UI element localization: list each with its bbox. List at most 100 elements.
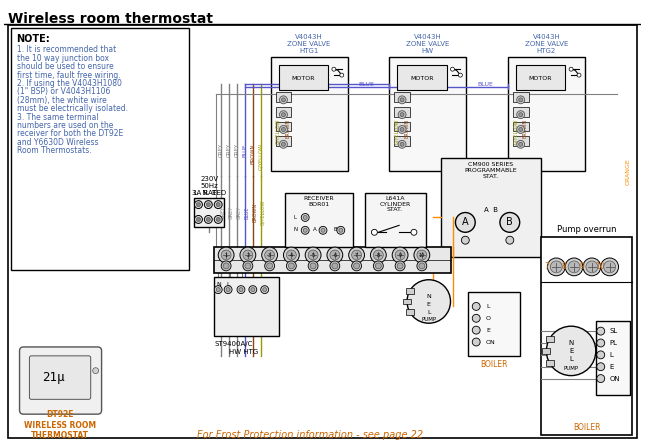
Text: V4043H
ZONE VALVE
HW: V4043H ZONE VALVE HW xyxy=(406,34,450,55)
Circle shape xyxy=(224,286,232,294)
Text: PUMP: PUMP xyxy=(421,317,436,322)
Circle shape xyxy=(550,261,562,273)
Text: ORANGE: ORANGE xyxy=(626,158,631,185)
Bar xyxy=(275,107,292,117)
Circle shape xyxy=(419,263,425,269)
Circle shape xyxy=(352,250,362,260)
Circle shape xyxy=(600,258,619,276)
Circle shape xyxy=(330,261,340,271)
Text: L641A
CYLINDER
STAT.: L641A CYLINDER STAT. xyxy=(379,196,411,212)
FancyBboxPatch shape xyxy=(19,347,101,414)
Text: G/YELLOW: G/YELLOW xyxy=(275,118,281,144)
Text: HW HTG: HW HTG xyxy=(229,349,259,355)
Text: G/YELLOW: G/YELLOW xyxy=(258,143,263,170)
Text: 3: 3 xyxy=(268,253,271,257)
Circle shape xyxy=(206,202,210,207)
Text: GREY: GREY xyxy=(226,143,232,157)
Text: DT92E
WIRELESS ROOM
THERMOSTAT: DT92E WIRELESS ROOM THERMOSTAT xyxy=(24,410,96,440)
Text: first time, fault free wiring.: first time, fault free wiring. xyxy=(17,71,120,80)
Circle shape xyxy=(245,263,251,269)
Text: RECEIVER
BOR01: RECEIVER BOR01 xyxy=(304,196,334,207)
Bar xyxy=(546,360,553,366)
Bar xyxy=(195,198,224,228)
Bar xyxy=(513,107,529,117)
Circle shape xyxy=(243,250,253,260)
Text: Wireless room thermostat: Wireless room thermostat xyxy=(8,12,213,26)
Circle shape xyxy=(517,111,524,118)
Circle shape xyxy=(303,215,307,219)
Text: G/YELLOW: G/YELLOW xyxy=(513,118,518,144)
Bar xyxy=(546,336,553,342)
Circle shape xyxy=(243,261,253,271)
Circle shape xyxy=(398,111,406,118)
Circle shape xyxy=(397,263,403,269)
Circle shape xyxy=(279,126,288,134)
Circle shape xyxy=(321,228,325,232)
Bar xyxy=(596,321,630,396)
Circle shape xyxy=(264,261,275,271)
Circle shape xyxy=(472,338,480,346)
Text: Pump overrun: Pump overrun xyxy=(557,225,617,234)
Bar xyxy=(394,107,410,117)
Text: and Y6630D Wireless: and Y6630D Wireless xyxy=(17,138,98,147)
Circle shape xyxy=(218,247,234,263)
Bar xyxy=(403,299,411,304)
Text: numbers are used on the: numbers are used on the xyxy=(17,121,113,130)
Text: CM900 SERIES
PROGRAMMABLE
STAT.: CM900 SERIES PROGRAMMABLE STAT. xyxy=(464,162,517,179)
Text: PUMP: PUMP xyxy=(564,366,579,371)
Circle shape xyxy=(472,314,480,322)
Circle shape xyxy=(450,67,455,71)
Circle shape xyxy=(281,113,286,117)
Text: 8: 8 xyxy=(377,253,380,257)
Text: 9: 9 xyxy=(579,262,584,271)
Text: should be used to ensure: should be used to ensure xyxy=(17,62,114,71)
Circle shape xyxy=(301,214,309,221)
Text: L: L xyxy=(610,352,613,358)
Circle shape xyxy=(237,286,245,294)
Text: E: E xyxy=(569,348,573,354)
Circle shape xyxy=(519,142,522,146)
Circle shape xyxy=(214,286,222,294)
Bar xyxy=(516,65,565,90)
Circle shape xyxy=(240,247,256,263)
Text: GREY: GREY xyxy=(237,206,241,219)
Circle shape xyxy=(506,236,514,244)
Circle shape xyxy=(249,286,257,294)
Circle shape xyxy=(332,67,336,71)
Text: N: N xyxy=(293,227,297,232)
Text: G/YELLOW: G/YELLOW xyxy=(394,118,399,144)
Circle shape xyxy=(93,368,99,374)
Text: A: A xyxy=(462,217,469,228)
Circle shape xyxy=(461,236,470,244)
Text: ST9400A/C: ST9400A/C xyxy=(214,341,253,347)
Bar xyxy=(364,193,426,247)
Text: BROWN: BROWN xyxy=(286,118,290,138)
Bar xyxy=(406,287,414,294)
Bar xyxy=(10,28,188,270)
Circle shape xyxy=(308,250,318,260)
Text: L: L xyxy=(569,356,573,362)
Circle shape xyxy=(392,247,408,263)
Text: 2: 2 xyxy=(246,253,250,257)
Bar xyxy=(286,193,353,247)
Bar xyxy=(275,136,292,146)
Circle shape xyxy=(319,226,327,234)
Circle shape xyxy=(332,263,338,269)
Text: (1" BSP) or V4043H1106: (1" BSP) or V4043H1106 xyxy=(17,88,110,97)
Circle shape xyxy=(204,201,212,209)
Circle shape xyxy=(221,261,231,271)
Text: 21µ: 21µ xyxy=(42,371,64,384)
Circle shape xyxy=(216,202,220,207)
Text: PL: PL xyxy=(610,340,618,346)
Text: must be electrically isolated.: must be electrically isolated. xyxy=(17,104,128,113)
Text: MOTOR: MOTOR xyxy=(410,76,433,80)
Circle shape xyxy=(327,247,342,263)
Circle shape xyxy=(517,96,524,104)
Circle shape xyxy=(472,303,480,310)
Circle shape xyxy=(301,226,309,234)
Circle shape xyxy=(577,73,581,77)
Circle shape xyxy=(204,215,212,224)
Bar xyxy=(406,309,414,315)
Circle shape xyxy=(261,286,268,294)
Text: 2. If using the V4043H1080: 2. If using the V4043H1080 xyxy=(17,79,121,88)
